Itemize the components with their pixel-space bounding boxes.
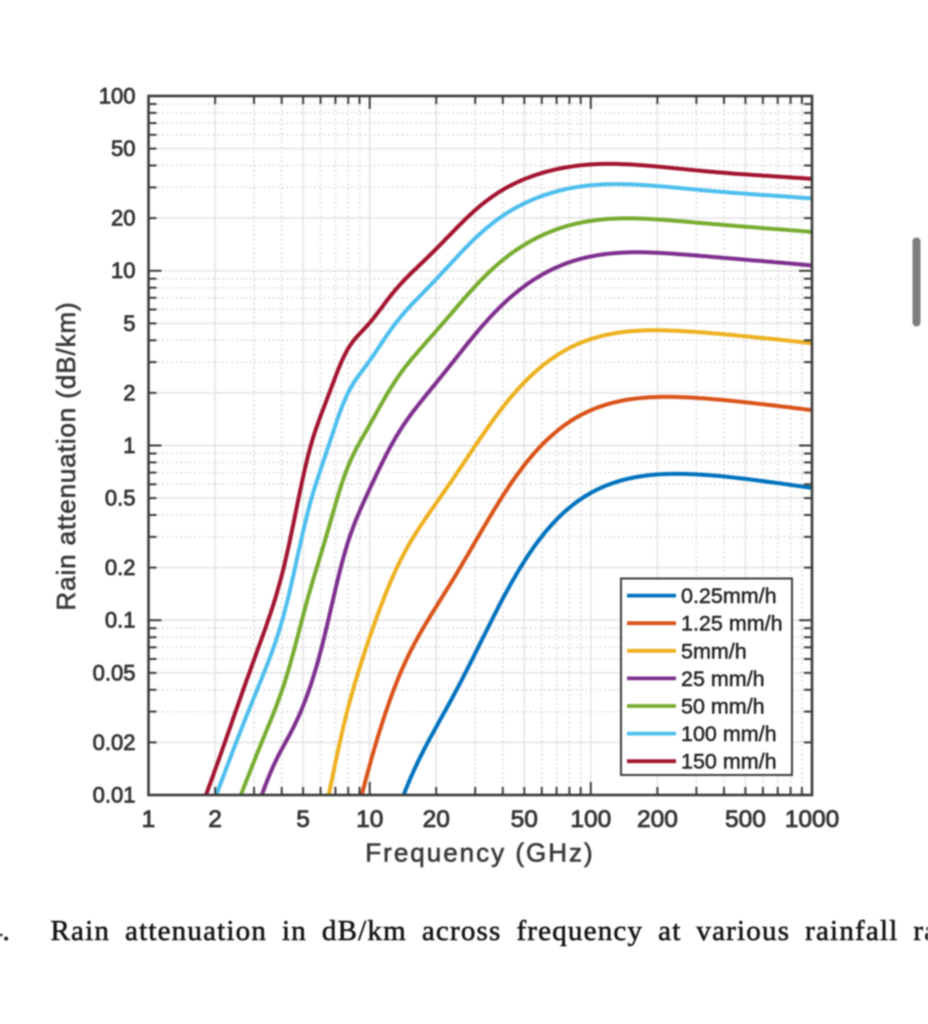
svg-text:10: 10 [111,258,135,283]
svg-text:Rain attenuation in dB/km acro: Rain attenuation in dB/km across frequen… [51,915,928,947]
svg-text:0.25mm/h: 0.25mm/h [681,584,777,608]
svg-text:200: 200 [637,806,678,833]
svg-text:1: 1 [142,806,156,833]
svg-text:150 mm/h: 150 mm/h [681,750,777,774]
svg-text:2: 2 [123,380,135,405]
svg-text:0.1: 0.1 [105,608,136,633]
svg-text:5: 5 [123,311,135,336]
svg-text:1.25 mm/h: 1.25 mm/h [681,612,783,636]
svg-text:100: 100 [99,83,136,108]
svg-text:100: 100 [570,806,611,833]
svg-text:10: 10 [356,806,383,833]
svg-text:4.: 4. [0,915,10,947]
svg-text:0.5: 0.5 [105,486,136,511]
svg-text:1000: 1000 [785,806,840,833]
svg-text:Rain attenuation (dB/km): Rain attenuation (dB/km) [51,301,81,610]
svg-text:0.05: 0.05 [93,660,136,685]
svg-text:5: 5 [296,806,310,833]
svg-text:50: 50 [111,136,135,161]
svg-text:0.2: 0.2 [105,555,136,580]
svg-text:20: 20 [423,806,450,833]
svg-text:50 mm/h: 50 mm/h [681,695,765,719]
svg-text:100 mm/h: 100 mm/h [681,722,777,746]
svg-text:25 mm/h: 25 mm/h [681,667,765,691]
svg-text:1: 1 [123,433,135,458]
svg-text:0.02: 0.02 [93,730,136,755]
svg-text:2: 2 [208,806,222,833]
svg-text:Frequency (GHz): Frequency (GHz) [365,838,594,868]
svg-text:5mm/h: 5mm/h [681,639,747,663]
svg-text:0.01: 0.01 [93,782,136,807]
svg-text:20: 20 [111,206,135,231]
svg-text:50: 50 [511,806,538,833]
svg-text:500: 500 [725,806,766,833]
